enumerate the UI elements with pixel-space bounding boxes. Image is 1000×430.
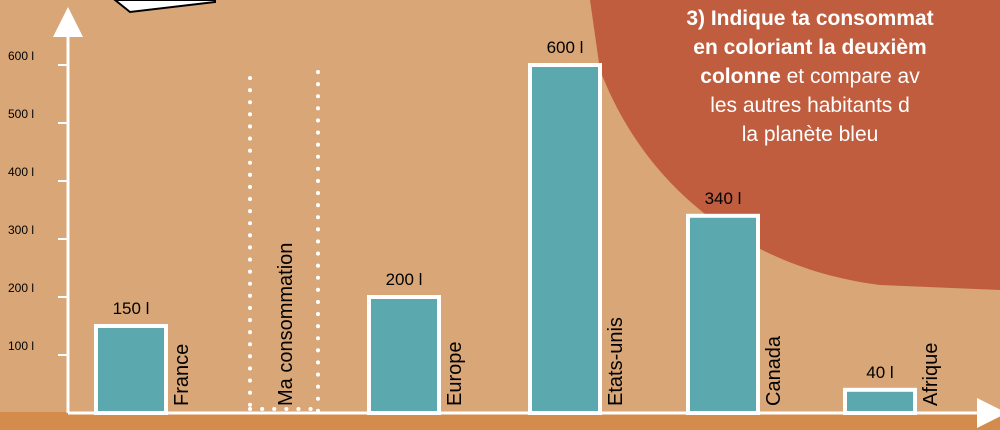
bar bbox=[367, 295, 441, 415]
category-label: Afrique bbox=[920, 343, 942, 406]
instruction-line-1: 3) Indique ta consommat bbox=[686, 7, 934, 30]
instruction-line-3: et compare av bbox=[780, 65, 920, 88]
bar-value-label: 340 l bbox=[705, 189, 742, 208]
y-tick-label: 500 l bbox=[8, 107, 34, 121]
bar-value-label: 40 l bbox=[866, 363, 893, 382]
bar bbox=[843, 387, 917, 415]
y-tick-label: 200 l bbox=[8, 281, 34, 295]
y-tick-label: 300 l bbox=[8, 223, 34, 237]
y-tick-label: 400 l bbox=[8, 165, 34, 179]
instruction-line-4: les autres habitants d bbox=[710, 94, 910, 117]
bar-value-label: 600 l bbox=[547, 38, 584, 57]
bar-value-label: 150 l bbox=[113, 299, 150, 318]
bar bbox=[686, 213, 760, 415]
bar bbox=[94, 324, 168, 415]
instruction-bold-word: colonne bbox=[700, 65, 781, 88]
category-label: France bbox=[171, 344, 193, 406]
category-label: Canada bbox=[763, 335, 785, 406]
y-tick-label: 100 l bbox=[8, 339, 34, 353]
category-label: Ma consommation bbox=[275, 243, 297, 406]
instruction-callout bbox=[590, 0, 1000, 290]
instruction-line-2: en coloriant la deuxièm bbox=[693, 36, 927, 59]
bar-value-label: 200 l bbox=[386, 270, 423, 289]
category-label: Europe bbox=[444, 342, 466, 407]
y-tick-label: 600 l bbox=[8, 49, 34, 63]
ground-band bbox=[0, 412, 1000, 430]
instruction-line-5: la planète bleu bbox=[741, 123, 879, 146]
instruction-text: 3) Indique ta consommat en coloriant la … bbox=[600, 4, 1000, 149]
bar bbox=[528, 63, 602, 415]
card-fragment bbox=[113, 0, 216, 14]
category-label: Etats-unis bbox=[605, 317, 627, 406]
